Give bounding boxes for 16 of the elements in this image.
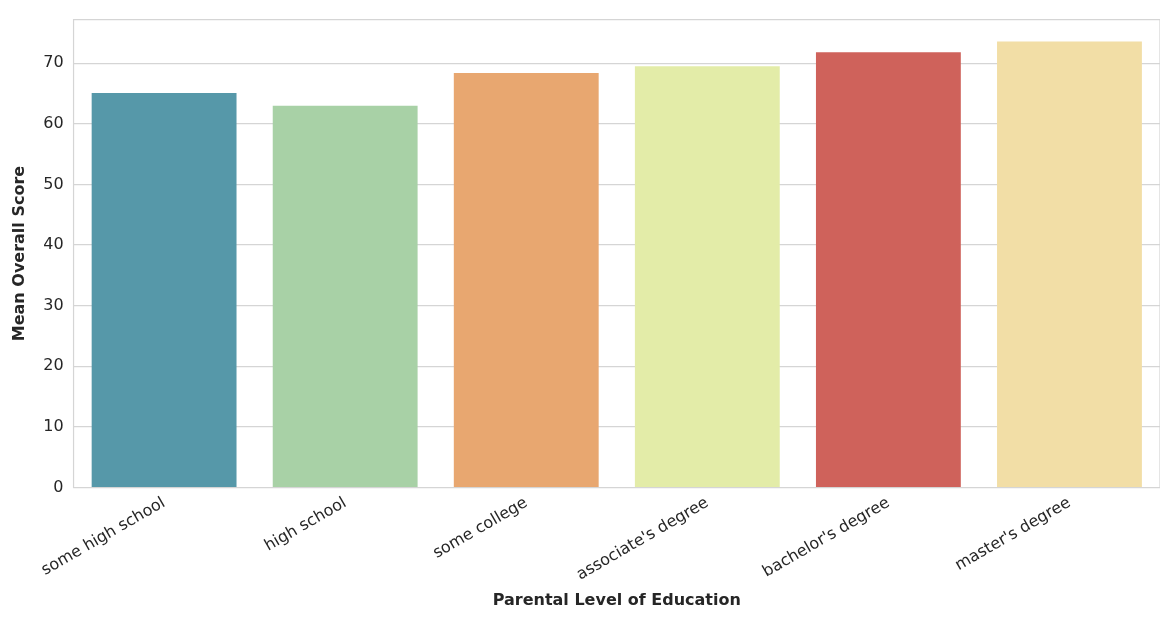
- bar: [815, 52, 961, 487]
- y-tick-label: 0: [53, 476, 64, 496]
- bar: [91, 92, 237, 487]
- y-tick-label: 50: [43, 173, 64, 193]
- y-axis-title: Mean Overall Score: [8, 165, 28, 342]
- x-axis-title: Parental Level of Education: [492, 589, 741, 609]
- y-tick-label: 60: [43, 113, 64, 133]
- bar: [997, 41, 1142, 487]
- y-tick-label: 70: [43, 52, 64, 72]
- bar: [272, 105, 418, 487]
- y-tick-label: 40: [43, 234, 64, 254]
- y-tick-label: 20: [43, 355, 64, 375]
- y-tick-label: 10: [43, 416, 64, 436]
- bar: [453, 72, 599, 487]
- bar: [634, 66, 780, 487]
- y-tick-label: 30: [43, 294, 64, 314]
